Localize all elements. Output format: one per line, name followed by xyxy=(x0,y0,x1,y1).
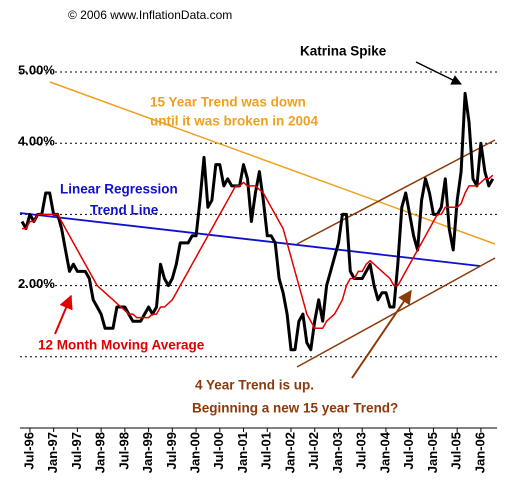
x-tick-label: Jan-98 xyxy=(93,432,108,473)
regression-line xyxy=(19,212,481,267)
x-tick-label: Jan-97 xyxy=(45,432,60,473)
series-line xyxy=(22,174,494,330)
annotation: Trend Line xyxy=(90,203,159,218)
x-tick-label: Jul-00 xyxy=(211,432,226,470)
x-tick-label: Jul-02 xyxy=(306,432,321,470)
x-tick-label: Jan-05 xyxy=(425,432,440,473)
trend-arrow xyxy=(351,289,412,379)
x-tick-label: Jan-00 xyxy=(188,432,203,473)
ma-arrow xyxy=(54,294,73,335)
series xyxy=(20,91,495,352)
x-tick-label: Jul-96 xyxy=(21,432,36,470)
y-tick-label: 2.00% xyxy=(18,276,55,291)
x-tick-label: Jul-99 xyxy=(164,432,179,470)
x-tick-label: Jan-02 xyxy=(282,432,297,473)
x-tick-label: Jan-01 xyxy=(235,432,250,473)
y-tick-label: 5.00% xyxy=(18,62,55,77)
x-tick-label: Jan-03 xyxy=(330,432,345,473)
x-tick-label: Jul-97 xyxy=(69,432,84,470)
x-tick-label: Jul-05 xyxy=(449,432,464,470)
x-tick-label: Jul-01 xyxy=(259,432,274,470)
x-tick-label: Jul-04 xyxy=(401,431,416,469)
annotation: Linear Regression xyxy=(60,182,178,197)
annotation: 4 Year Trend is up. xyxy=(195,378,314,393)
katrina-arrow xyxy=(415,61,462,85)
credit: © 2006 www.InflationData.com xyxy=(68,8,232,22)
annotation: Beginning a new 15 year Trend? xyxy=(192,401,398,416)
annotation: 15 Year Trend was down xyxy=(150,95,306,110)
series-label: 12 Month Moving Average xyxy=(38,338,205,353)
annotation: Katrina Spike xyxy=(300,44,387,59)
y-tick-label: 4.00% xyxy=(18,134,55,149)
x-tick-label: Jul-03 xyxy=(354,432,369,470)
x-tick-label: Jan-06 xyxy=(472,432,487,473)
x-tick-label: Jan-04 xyxy=(377,431,392,473)
x-tick-label: Jul-98 xyxy=(116,432,131,470)
series-line xyxy=(20,91,495,352)
annotation: until it was broken in 2004 xyxy=(150,114,319,129)
x-tick-label: Jan-99 xyxy=(140,432,155,473)
